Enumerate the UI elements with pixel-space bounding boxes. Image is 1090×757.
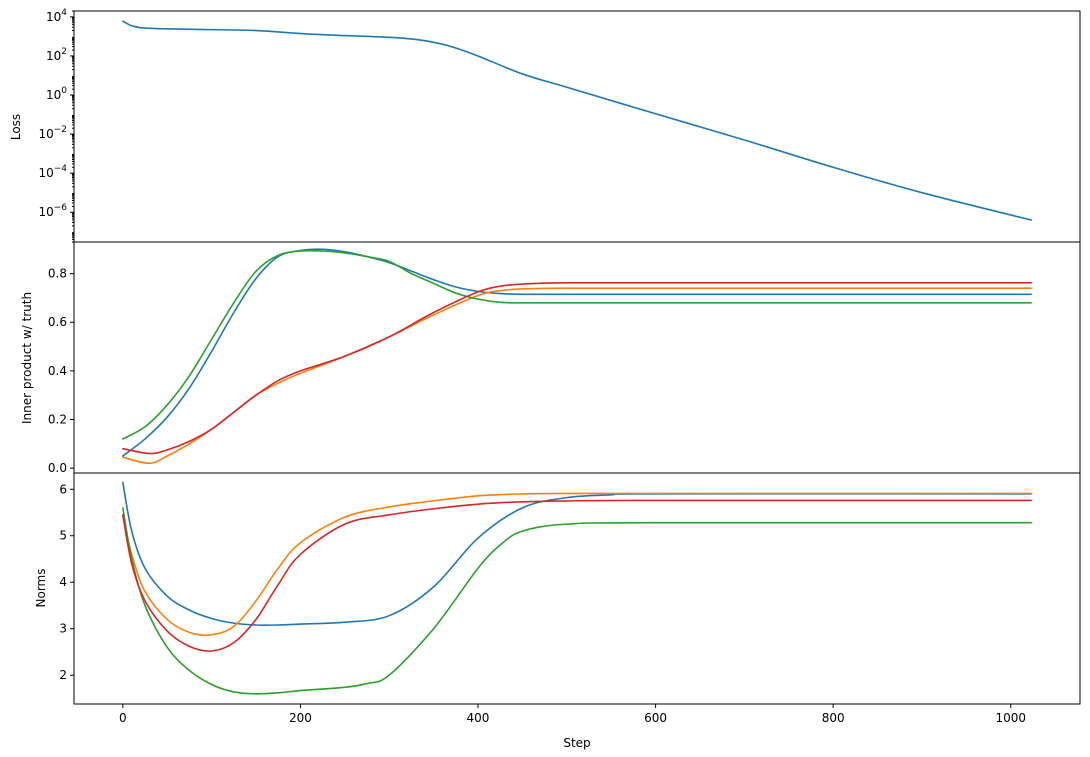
inner-product-y-tick-label: 0.4 — [48, 364, 67, 378]
norms-x-tick-label: 600 — [644, 711, 667, 725]
inner-product-y-tick-label: 0.6 — [48, 315, 67, 329]
inner-product-series-green-line — [122, 249, 1032, 440]
norms-y-tick-label: 6 — [59, 482, 67, 496]
norms-series-blue-line — [122, 481, 1032, 626]
loss-y-tick-label: 100 — [46, 86, 67, 102]
norms-y-tick-label: 4 — [59, 575, 67, 589]
norms-y-tick-label: 5 — [59, 529, 67, 543]
loss-series-blue-line — [122, 20, 1032, 221]
norms-series-orange-line — [122, 492, 1032, 636]
loss-y-tick-label: 10−2 — [38, 125, 67, 141]
norms-x-tick-label: 400 — [467, 711, 490, 725]
loss-y-tick-label: 10−4 — [38, 164, 67, 180]
step-axis-label: Step — [563, 736, 590, 750]
loss-y-tick-label: 10−6 — [38, 203, 67, 219]
norms-axis-label: Norms — [34, 569, 48, 608]
inner-product-panel: Inner product w/ truth 0.0 0.2 0.4 0.6 0.8 — [20, 241, 1081, 475]
loss-y-tick-label: 102 — [46, 47, 67, 63]
norms-y-tick-label: 2 — [59, 668, 67, 682]
norms-plot-frame — [73, 472, 1081, 705]
loss-y-tick-label: 104 — [46, 8, 67, 24]
norms-x-tick-label: 0 — [119, 711, 127, 725]
norms-series-red-line — [122, 499, 1032, 652]
inner-product-series-red-line — [122, 281, 1032, 455]
loss-axis-label: Loss — [9, 114, 23, 140]
norms-series-green-line — [122, 507, 1032, 695]
norms-x-tick-label: 1000 — [995, 711, 1026, 725]
inner-product-axis-label: Inner product w/ truth — [20, 292, 34, 424]
norms-x-tick-label: 200 — [289, 711, 312, 725]
norms-x-tick-label: 800 — [822, 711, 845, 725]
inner-product-y-tick-label: 0.8 — [48, 267, 67, 281]
loss-panel: Loss 104 102 100 10−2 10−4 10−6 — [9, 8, 1081, 243]
inner-product-y-tick-label: 0.2 — [48, 413, 67, 427]
norms-y-tick-label: 3 — [59, 622, 67, 636]
inner-product-y-tick-label: 0.0 — [48, 461, 67, 475]
norms-panel: Norms Step 2 3 4 5 6 0 200 400 600 800 1000 — [34, 472, 1081, 750]
